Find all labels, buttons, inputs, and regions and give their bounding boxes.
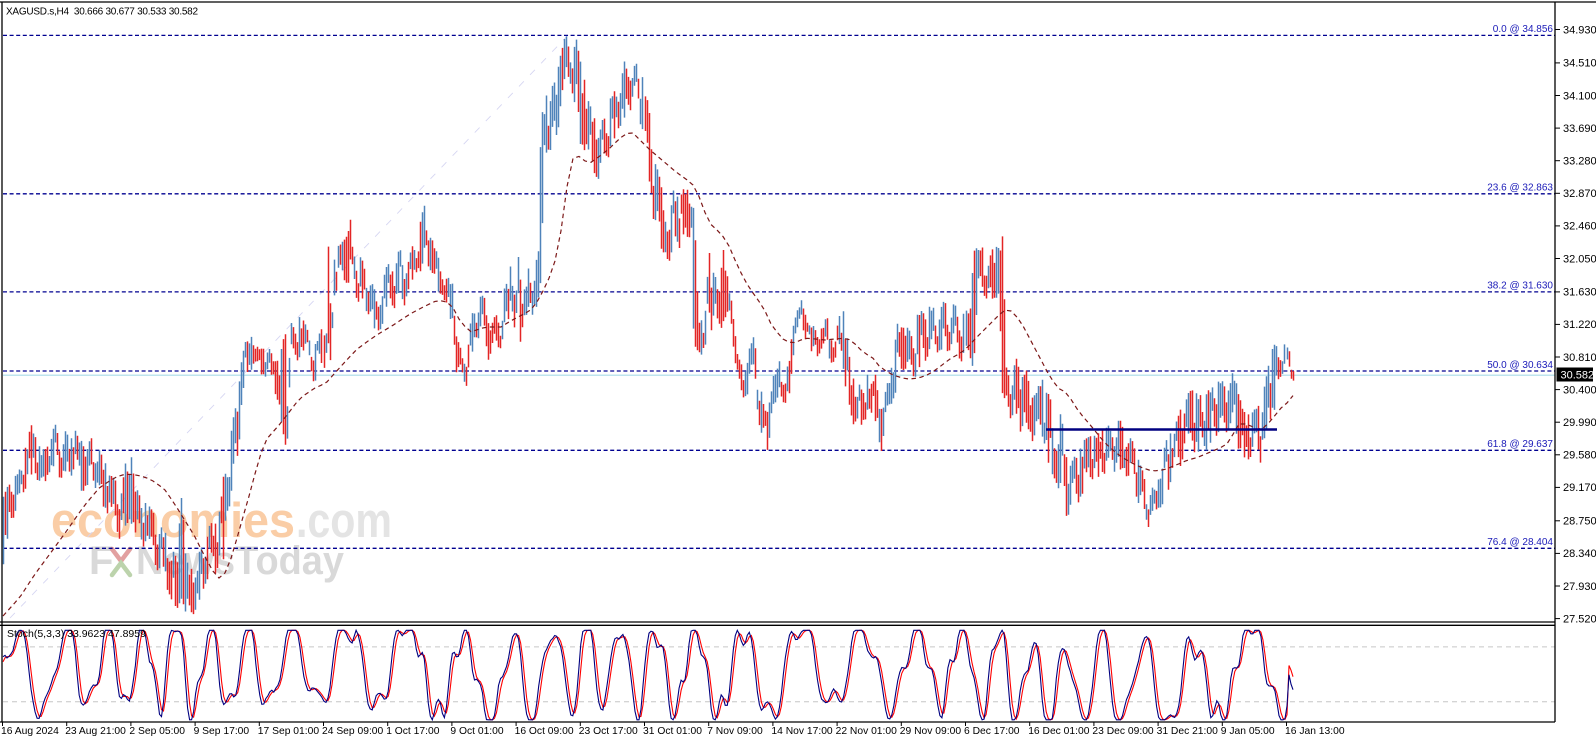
svg-text:14 Nov 17:00: 14 Nov 17:00: [771, 726, 833, 737]
svg-text:33.690: 33.690: [1563, 123, 1596, 135]
svg-text:27.520: 27.520: [1563, 613, 1596, 625]
svg-text:29.580: 29.580: [1563, 450, 1596, 462]
svg-text:1 Oct 17:00: 1 Oct 17:00: [386, 726, 440, 737]
svg-text:24 Sep 09:00: 24 Sep 09:00: [322, 726, 384, 737]
svg-text:.com: .com: [296, 494, 392, 548]
svg-text:6 Dec 17:00: 6 Dec 17:00: [964, 726, 1020, 737]
svg-text:32.870: 32.870: [1563, 188, 1596, 200]
svg-text:23.6 @ 32.863: 23.6 @ 32.863: [1487, 183, 1553, 194]
svg-text:29.170: 29.170: [1563, 482, 1596, 494]
svg-text:9 Sep 17:00: 9 Sep 17:00: [194, 726, 250, 737]
svg-text:economies: economies: [51, 494, 295, 548]
svg-text:16 Dec 01:00: 16 Dec 01:00: [1028, 726, 1090, 737]
svg-text:61.8 @ 29.637: 61.8 @ 29.637: [1487, 439, 1553, 450]
svg-text:30.582: 30.582: [1561, 370, 1595, 382]
svg-text:F: F: [89, 539, 113, 583]
svg-text:Stoch(5,3,3) 33.9623 47.8959: Stoch(5,3,3) 33.9623 47.8959: [7, 628, 146, 640]
svg-text:16 Jan 13:00: 16 Jan 13:00: [1285, 726, 1345, 737]
svg-text:29.990: 29.990: [1563, 417, 1596, 429]
svg-text:31.220: 31.220: [1563, 319, 1596, 331]
svg-text:34.100: 34.100: [1563, 90, 1596, 102]
svg-text:32.460: 32.460: [1563, 221, 1596, 233]
svg-text:7 Nov 09:00: 7 Nov 09:00: [707, 726, 763, 737]
svg-text:23 Dec 09:00: 23 Dec 09:00: [1092, 726, 1154, 737]
svg-text:34.930: 34.930: [1563, 24, 1596, 36]
svg-text:9 Oct 01:00: 9 Oct 01:00: [450, 726, 504, 737]
svg-text:2 Sep 05:00: 2 Sep 05:00: [129, 726, 185, 737]
svg-text:76.4 @ 28.404: 76.4 @ 28.404: [1487, 537, 1553, 548]
svg-text:30.400: 30.400: [1563, 384, 1596, 396]
svg-text:23 Aug 21:00: 23 Aug 21:00: [65, 726, 126, 737]
svg-text:0.0 @ 34.856: 0.0 @ 34.856: [1493, 24, 1554, 35]
svg-text:28.340: 28.340: [1563, 548, 1596, 560]
svg-text:30.810: 30.810: [1563, 352, 1596, 364]
svg-text:27.930: 27.930: [1563, 581, 1596, 593]
svg-text:16 Aug 2024: 16 Aug 2024: [1, 726, 59, 737]
svg-text:50.0 @ 30.634: 50.0 @ 30.634: [1487, 360, 1553, 371]
svg-text:22 Nov 01:00: 22 Nov 01:00: [836, 726, 898, 737]
svg-text:32.050: 32.050: [1563, 253, 1596, 265]
svg-text:33.280: 33.280: [1563, 156, 1596, 168]
svg-text:17 Sep 01:00: 17 Sep 01:00: [258, 726, 320, 737]
svg-text:28.750: 28.750: [1563, 516, 1596, 528]
svg-text:31 Dec 21:00: 31 Dec 21:00: [1157, 726, 1219, 737]
svg-text:34.510: 34.510: [1563, 58, 1596, 70]
svg-text:XAGUSD.s,H4 30.666 30.677 30.: XAGUSD.s,H4 30.666 30.677 30.533 30.582: [6, 7, 198, 18]
svg-text:38.2 @ 31.630: 38.2 @ 31.630: [1487, 281, 1553, 292]
svg-text:31.630: 31.630: [1563, 287, 1596, 299]
svg-text:16 Oct 09:00: 16 Oct 09:00: [515, 726, 574, 737]
svg-text:29 Nov 09:00: 29 Nov 09:00: [900, 726, 962, 737]
svg-text:31 Oct 01:00: 31 Oct 01:00: [643, 726, 702, 737]
svg-text:23 Oct 17:00: 23 Oct 17:00: [579, 726, 638, 737]
svg-text:9 Jan 05:00: 9 Jan 05:00: [1221, 726, 1275, 737]
